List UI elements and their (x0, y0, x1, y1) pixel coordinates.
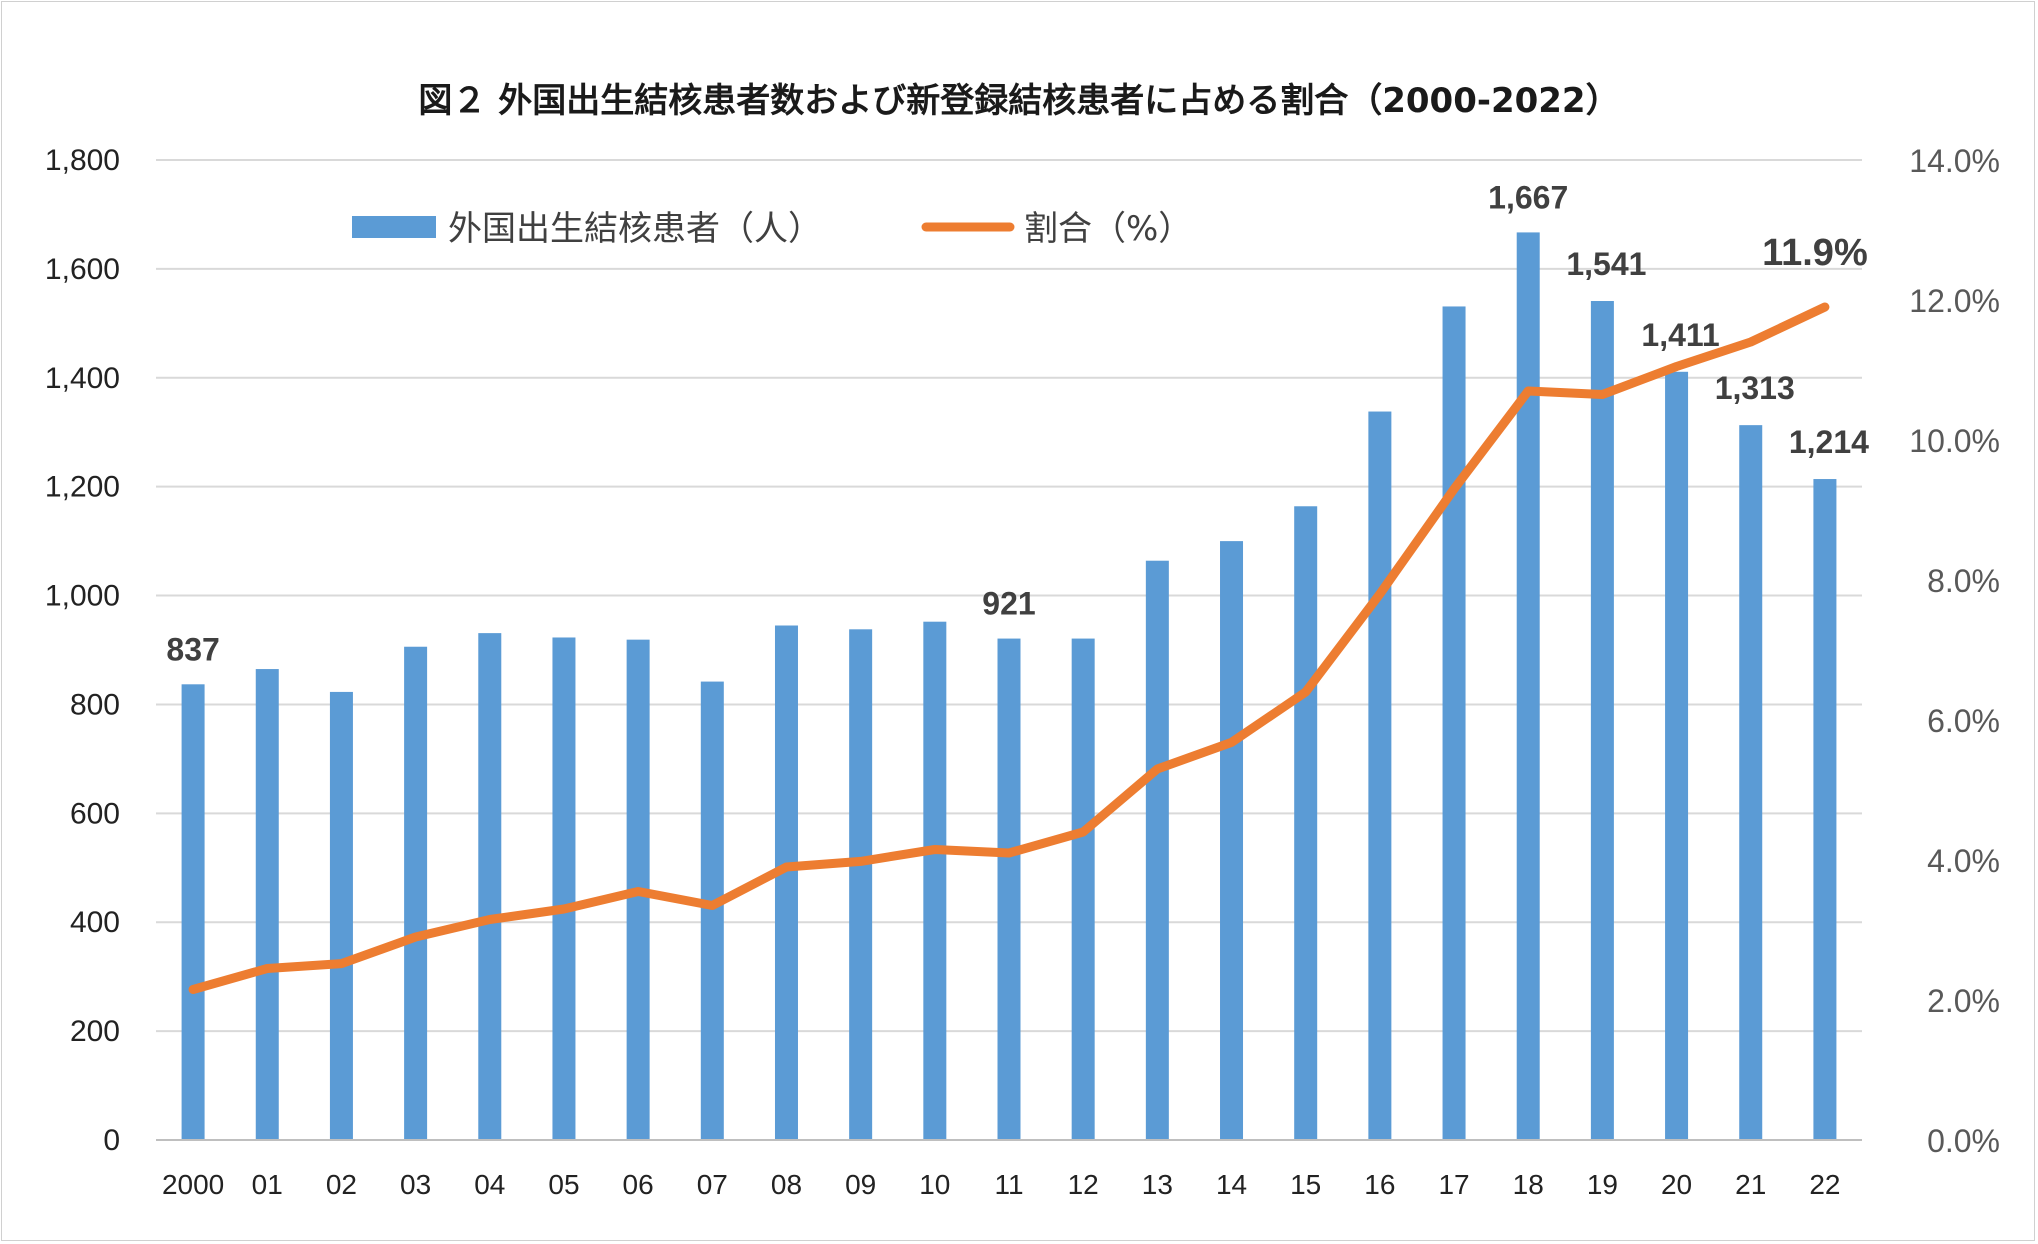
x-tick-label: 16 (1364, 1169, 1395, 1200)
data-labels: 837 921 1,667 1,541 1,411 1,313 1,214 11.9% (166, 179, 1869, 667)
legend-label-bar: 外国出生結核患者（人） (448, 209, 822, 249)
bar (1590, 301, 1614, 1140)
data-label: 837 (166, 631, 219, 667)
bar (1813, 479, 1837, 1140)
bar (774, 625, 798, 1140)
bar (1368, 411, 1392, 1140)
x-tick-label: 03 (400, 1169, 431, 1200)
bar-series (181, 232, 1837, 1141)
legend: 外国出生結核患者（人） 割合（%） (352, 209, 1192, 249)
bar (1739, 425, 1763, 1141)
bar (997, 638, 1021, 1140)
bar (329, 691, 353, 1140)
x-tick-label: 14 (1216, 1169, 1247, 1200)
chart-title: 図２ 外国出生結核患者数および新登録結核患者に占める割合（2000-2022） (418, 81, 1619, 121)
y-left-tick-label: 1,800 (45, 144, 120, 177)
data-label: 1,214 (1789, 424, 1869, 460)
axes: 0 200 400 600 800 1,000 1,200 1,400 1,600 1,800 0.… (45, 143, 2000, 1200)
legend-swatch-bar (352, 216, 436, 238)
y-right-tick-label: 12.0% (1909, 283, 2000, 319)
bar (478, 633, 502, 1140)
y-right-tick-label: 14.0% (1909, 143, 2000, 179)
x-tick-label: 04 (474, 1169, 505, 1200)
x-tick-label: 20 (1661, 1169, 1692, 1200)
y-left-tick-label: 1,600 (45, 253, 120, 286)
y-right-tick-label: 4.0% (1927, 843, 2000, 879)
x-tick-label: 02 (326, 1169, 357, 1200)
x-tick-label: 01 (252, 1169, 283, 1200)
y-right-tick-label: 0.0% (1927, 1123, 2000, 1159)
x-tick-label: 19 (1587, 1169, 1618, 1200)
y-right-tick-label: 6.0% (1927, 703, 2000, 739)
bar (552, 637, 576, 1140)
line-series (188, 302, 1830, 994)
y-left-tick-label: 1,000 (45, 580, 120, 613)
y-right-tick-label: 10.0% (1909, 423, 2000, 459)
bar (1071, 638, 1095, 1140)
bar (849, 629, 873, 1140)
x-tick-label: 07 (697, 1169, 728, 1200)
x-tick-label: 18 (1513, 1169, 1544, 1200)
legend-label-line: 割合（%） (1024, 209, 1192, 249)
x-tick-label: 10 (919, 1169, 950, 1200)
x-tick-label: 13 (1142, 1169, 1173, 1200)
bar (1442, 306, 1466, 1140)
line-path (188, 302, 1830, 994)
x-tick-label: 08 (771, 1169, 802, 1200)
gridlines (156, 159, 1862, 1033)
x-tick-label: 17 (1438, 1169, 1469, 1200)
data-label: 1,313 (1715, 370, 1795, 406)
y-left-tick-label: 200 (70, 1015, 120, 1048)
y-right-tick-label: 8.0% (1927, 563, 2000, 599)
bar (923, 621, 947, 1140)
x-tick-label: 09 (845, 1169, 876, 1200)
x-tick-label: 12 (1068, 1169, 1099, 1200)
y-right-tick-label: 2.0% (1927, 983, 2000, 1019)
bar (1220, 541, 1244, 1140)
bar (1665, 371, 1689, 1140)
y-left-tick-label: 1,400 (45, 362, 120, 395)
y-left-tick-label: 1,200 (45, 471, 120, 504)
bar (700, 681, 724, 1140)
bar (181, 684, 205, 1140)
x-tick-label: 06 (623, 1169, 654, 1200)
x-tick-label: 11 (994, 1169, 1023, 1200)
data-label: 921 (982, 586, 1035, 622)
x-tick-label: 15 (1290, 1169, 1321, 1200)
bar (404, 646, 428, 1140)
bar (1516, 232, 1540, 1140)
y-left-tick-label: 0 (103, 1124, 120, 1157)
y-left-tick-label: 800 (70, 688, 120, 721)
y-left-tick-label: 600 (70, 797, 120, 830)
data-label: 1,411 (1641, 317, 1719, 353)
x-tick-label: 2000 (162, 1169, 224, 1200)
data-label: 1,541 (1566, 246, 1646, 282)
y-left-tick-label: 400 (70, 906, 120, 939)
bar (255, 669, 279, 1140)
bar (1145, 560, 1169, 1140)
x-tick-label: 05 (548, 1169, 579, 1200)
data-label: 1,667 (1488, 179, 1568, 215)
data-label: 11.9% (1762, 232, 1868, 274)
x-tick-label: 21 (1735, 1169, 1766, 1200)
bar (1294, 506, 1318, 1140)
x-tick-label: 22 (1809, 1169, 1840, 1200)
